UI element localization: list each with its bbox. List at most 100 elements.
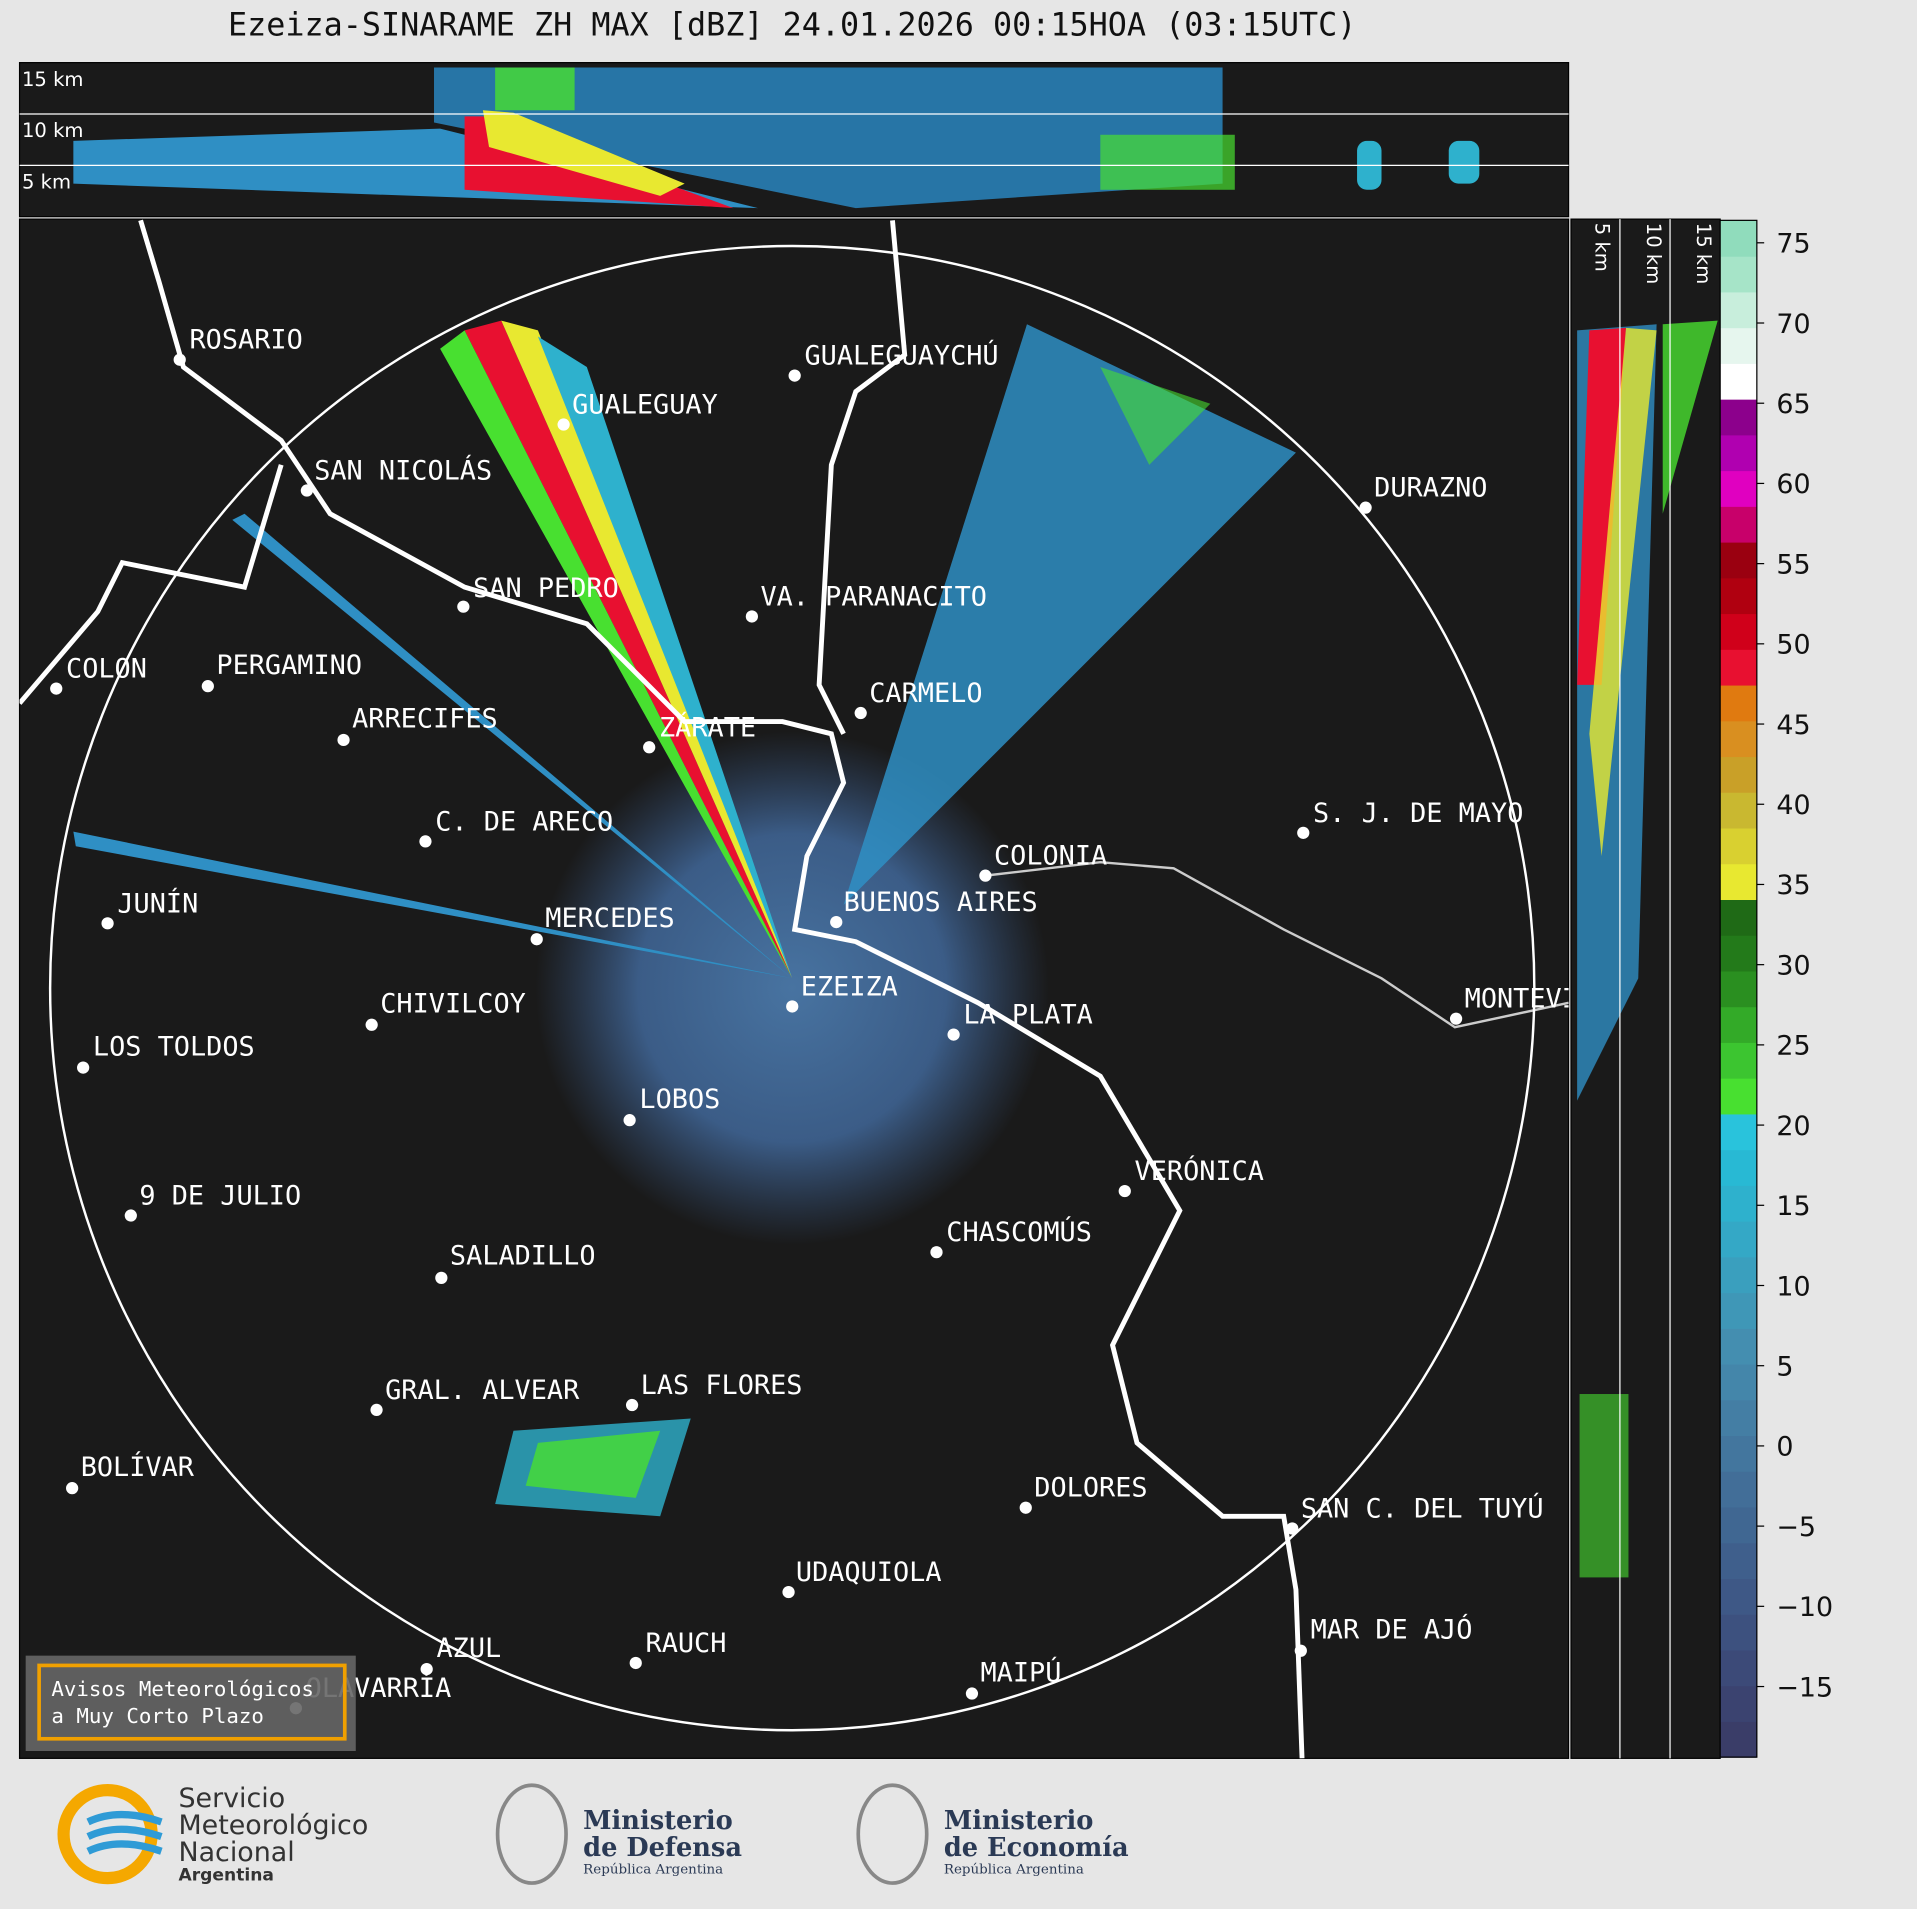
city-label: ZÁRATE — [659, 711, 756, 743]
logo-text: de Economía — [944, 1833, 1129, 1863]
echo — [843, 324, 1296, 905]
echo — [501, 320, 793, 979]
city-label: C. DE ARECO — [435, 806, 613, 837]
city-dot — [788, 369, 801, 382]
smn-logo: Servicio Meteorológico Nacional Argentin… — [57, 1783, 368, 1886]
colorbar-tick-label: −10 — [1776, 1592, 1833, 1623]
coastline — [138, 219, 1305, 1759]
colorbar-band — [1720, 1292, 1757, 1329]
city-dot — [557, 418, 570, 431]
echo — [1579, 1394, 1629, 1578]
city-label: SAN NICOLÁS — [314, 455, 492, 487]
city-label: COLONIA — [994, 841, 1107, 872]
colorbar-band — [1720, 827, 1757, 865]
city-dot — [420, 1662, 433, 1676]
colorbar-band — [1720, 434, 1757, 472]
echo — [1448, 140, 1480, 184]
colorbar-band — [1720, 506, 1757, 543]
logo-text: República Argentina — [944, 1862, 1084, 1877]
city-dot — [625, 1398, 639, 1412]
colorbar-band — [1720, 1078, 1757, 1115]
height-label: 10 km — [22, 119, 83, 142]
colorbar-tick-label: 50 — [1776, 630, 1810, 661]
colorbar-band — [1720, 1614, 1757, 1651]
city-dot — [930, 1246, 943, 1259]
city-dot — [1019, 1501, 1032, 1514]
city-dot — [201, 680, 214, 693]
city-dot — [101, 917, 114, 930]
city-dot — [530, 933, 543, 946]
city-dot — [623, 1114, 636, 1127]
logo-text: Ministerio — [583, 1806, 733, 1836]
colorbar-band — [1720, 1256, 1757, 1294]
colorbar-band — [1720, 1471, 1757, 1508]
map-panel: ROSARIO GUALEGUAYCHÚ GUALEGUAY SAN NICOLÁS D… — [18, 218, 1627, 1759]
city-dot — [457, 600, 470, 613]
colorbar-band — [1720, 541, 1757, 579]
city-dot — [643, 741, 656, 754]
colorbar-band — [1720, 1113, 1757, 1151]
colorbar-band — [1720, 363, 1757, 400]
colorbar-band — [1720, 1399, 1757, 1437]
city-dot — [365, 1018, 378, 1031]
colorbar-tick-label: 10 — [1776, 1271, 1810, 1302]
right-cross-section: 5 km 10 km 15 km — [1570, 218, 1721, 1759]
colorbar-tick-label: 65 — [1776, 389, 1810, 420]
city-dot — [173, 353, 186, 366]
city-label: VERÓNICA — [1135, 1155, 1264, 1187]
colorbar-tick-label: 35 — [1776, 870, 1810, 901]
height-label: 5 km — [22, 171, 71, 194]
logo-text: Argentina — [178, 1866, 273, 1886]
colorbar-tick-label: 45 — [1776, 710, 1810, 741]
city-dot — [66, 1482, 79, 1495]
city-dot — [854, 706, 867, 720]
city-label: MONTEVIDEO — [1465, 984, 1627, 1015]
colorbar-band — [1720, 792, 1757, 829]
colorbar-band — [1720, 399, 1757, 436]
colorbar-tick-label: 30 — [1776, 950, 1810, 981]
echo — [525, 1430, 661, 1498]
city-dot — [337, 733, 350, 747]
legend-box — [37, 1663, 347, 1741]
colorbar-band — [1720, 1506, 1757, 1544]
colorbar-band — [1720, 256, 1757, 293]
echo — [1662, 320, 1718, 514]
river — [816, 220, 908, 735]
coastline — [985, 860, 1569, 1029]
city-label: MAR DE AJÓ — [1311, 1614, 1473, 1646]
city-label: CHIVILCOY — [380, 989, 526, 1020]
colorbar-tick-label: 20 — [1776, 1111, 1810, 1142]
city-dot — [124, 1209, 137, 1222]
city-dot — [1286, 1522, 1299, 1535]
economia-logo: Ministerio de Economía República Argenti… — [856, 1783, 1129, 1885]
colorbar-frame — [1719, 219, 1758, 1758]
echo — [1589, 327, 1657, 857]
colorbar-band — [1720, 1721, 1757, 1758]
city-dot — [370, 1403, 383, 1417]
city-label: SAN PEDRO — [473, 573, 619, 604]
colorbar-tick-label: 55 — [1776, 549, 1810, 580]
city-label: DOLORES — [1034, 1473, 1147, 1504]
city-label: MAIPÚ — [981, 1656, 1062, 1688]
colorbar-band — [1720, 863, 1757, 900]
colorbar-band — [1720, 1363, 1757, 1401]
height-label: 5 km — [1590, 223, 1613, 272]
city-dot — [1294, 1644, 1307, 1657]
city-label: CARMELO — [869, 678, 982, 709]
colorbar-band — [1720, 720, 1757, 758]
city-label: VA. PARANACITO — [760, 581, 987, 612]
city-label: BUENOS AIRES — [844, 887, 1038, 918]
colorbar-tick-label: −15 — [1776, 1672, 1833, 1703]
city-dot — [1359, 501, 1372, 514]
city-label: LAS FLORES — [641, 1370, 803, 1401]
city-dot — [1118, 1184, 1131, 1198]
colorbar-band — [1720, 1042, 1757, 1079]
colorbar-band — [1720, 1435, 1757, 1472]
city-dot — [419, 835, 432, 848]
city-label: JUNÍN — [117, 887, 198, 919]
echo — [1577, 327, 1627, 685]
colorbar-band — [1720, 684, 1757, 722]
logo-text: Meteorológico — [178, 1810, 368, 1841]
city-dot — [745, 610, 758, 623]
